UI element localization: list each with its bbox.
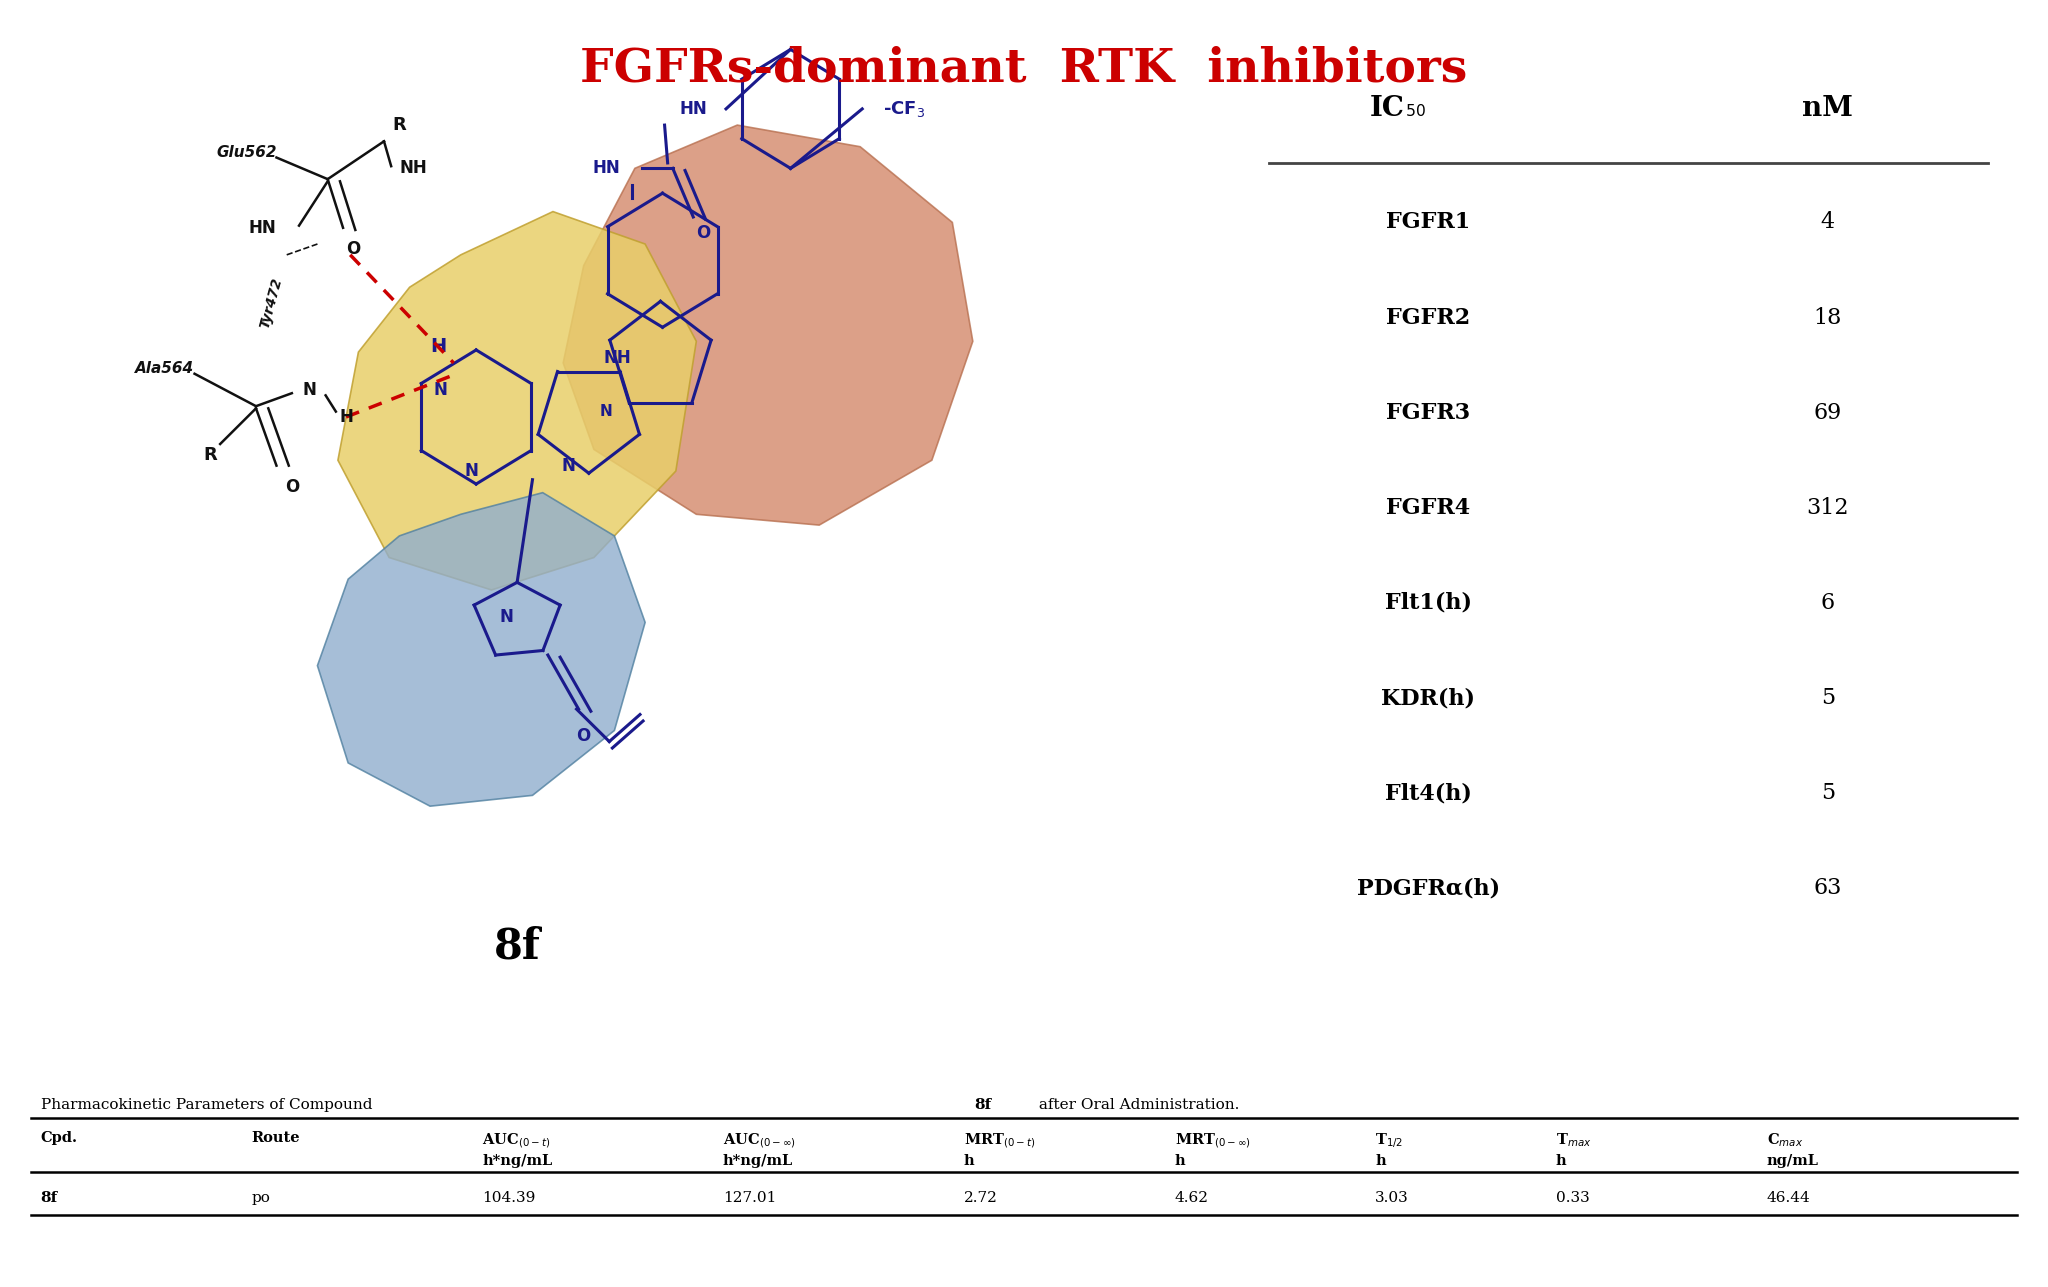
Text: po: po (252, 1190, 270, 1205)
Text: Pharmacokinetic Parameters of Compound: Pharmacokinetic Parameters of Compound (41, 1098, 377, 1112)
Text: 63: 63 (1815, 878, 1841, 900)
Text: 104.39: 104.39 (481, 1190, 535, 1205)
Text: H: H (340, 408, 352, 426)
Text: 3.03: 3.03 (1376, 1190, 1409, 1205)
Text: MRT$_{(0-t)}$: MRT$_{(0-t)}$ (965, 1131, 1036, 1149)
Text: 18: 18 (1815, 306, 1841, 328)
Text: AUC$_{(0-∞)}$: AUC$_{(0-∞)}$ (723, 1131, 797, 1149)
Text: Tyr472: Tyr472 (258, 277, 285, 331)
Text: HN: HN (592, 160, 621, 178)
Polygon shape (563, 125, 973, 525)
Text: N: N (465, 462, 477, 480)
Text: O: O (285, 479, 299, 497)
Text: FGFR4: FGFR4 (1386, 497, 1470, 519)
Text: 312: 312 (1806, 497, 1849, 519)
Text: AUC$_{(0-t)}$: AUC$_{(0-t)}$ (481, 1131, 551, 1149)
Text: after Oral Administration.: after Oral Administration. (1034, 1098, 1239, 1112)
Text: N: N (600, 404, 612, 420)
Text: 5: 5 (1821, 687, 1835, 709)
Text: PDGFRα(h): PDGFRα(h) (1358, 878, 1499, 900)
Text: Flt1(h): Flt1(h) (1384, 592, 1473, 614)
Text: Cpd.: Cpd. (41, 1131, 78, 1145)
Text: NH: NH (604, 349, 631, 367)
Text: 2.72: 2.72 (965, 1190, 997, 1205)
Text: IC: IC (1370, 95, 1405, 122)
Text: O: O (696, 224, 711, 242)
Text: FGFRs-dominant  RTK  inhibitors: FGFRs-dominant RTK inhibitors (580, 45, 1468, 91)
Text: ng/mL: ng/mL (1767, 1153, 1819, 1167)
Text: h: h (965, 1153, 975, 1167)
Text: $_{50}$: $_{50}$ (1405, 99, 1425, 118)
Text: R: R (393, 116, 406, 134)
Text: 8f: 8f (41, 1190, 57, 1205)
Text: 4.62: 4.62 (1176, 1190, 1208, 1205)
Text: KDR(h): KDR(h) (1382, 687, 1475, 709)
Text: 4: 4 (1821, 211, 1835, 233)
Text: h: h (1556, 1153, 1567, 1167)
Text: FGFR1: FGFR1 (1386, 211, 1470, 233)
Text: 6: 6 (1821, 592, 1835, 614)
Text: 46.44: 46.44 (1767, 1190, 1810, 1205)
Text: 8f: 8f (494, 925, 541, 968)
Text: FGFR2: FGFR2 (1386, 306, 1470, 328)
Text: C$_{max}$: C$_{max}$ (1767, 1131, 1802, 1149)
Text: NH: NH (399, 160, 428, 178)
Text: T$_{1/2}$: T$_{1/2}$ (1376, 1131, 1403, 1151)
Text: MRT$_{(0-∞)}$: MRT$_{(0-∞)}$ (1176, 1131, 1251, 1149)
Text: 0.33: 0.33 (1556, 1190, 1589, 1205)
Text: Glu562: Glu562 (215, 144, 276, 160)
Text: HN: HN (248, 219, 276, 237)
Text: Route: Route (252, 1131, 299, 1145)
Text: h*ng/mL: h*ng/mL (481, 1153, 553, 1167)
Text: N: N (561, 457, 575, 475)
Text: Ala564: Ala564 (135, 360, 195, 376)
Text: R: R (203, 445, 217, 463)
Text: 69: 69 (1815, 402, 1841, 423)
Polygon shape (317, 493, 645, 806)
Text: Flt4(h): Flt4(h) (1384, 782, 1473, 804)
Text: 5: 5 (1821, 782, 1835, 804)
Text: T$_{max}$: T$_{max}$ (1556, 1131, 1591, 1149)
Polygon shape (338, 211, 696, 589)
Text: nM: nM (1802, 95, 1853, 122)
Text: N: N (303, 381, 315, 399)
Text: O: O (578, 727, 590, 745)
Text: 127.01: 127.01 (723, 1190, 776, 1205)
Text: O: O (346, 241, 360, 259)
Text: h: h (1376, 1153, 1386, 1167)
Text: h: h (1176, 1153, 1186, 1167)
Text: H: H (430, 337, 446, 356)
Text: N: N (500, 607, 514, 625)
Text: 8f: 8f (975, 1098, 991, 1112)
Text: FGFR3: FGFR3 (1386, 402, 1470, 423)
Text: HN: HN (680, 100, 707, 118)
Text: -CF$_3$: -CF$_3$ (883, 99, 926, 118)
Text: h*ng/mL: h*ng/mL (723, 1153, 793, 1167)
Text: N: N (434, 381, 446, 399)
